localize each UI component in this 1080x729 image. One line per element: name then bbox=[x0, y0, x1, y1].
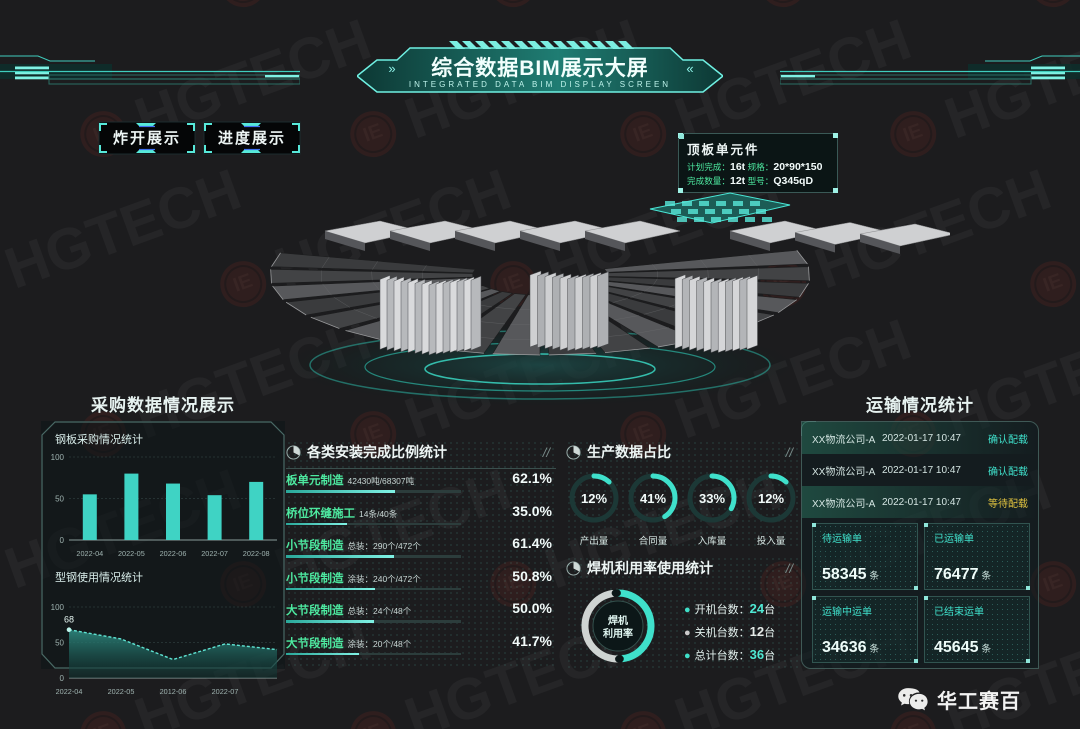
svg-text:焊机: 焊机 bbox=[608, 614, 628, 627]
svg-text:2022-04: 2022-04 bbox=[56, 687, 83, 696]
svg-text:2022-07: 2022-07 bbox=[212, 687, 239, 696]
svg-text:2022-05: 2022-05 bbox=[108, 687, 135, 696]
svg-text:炸开展示: 炸开展示 bbox=[113, 129, 181, 147]
svg-text:100: 100 bbox=[51, 603, 65, 612]
svg-text:0: 0 bbox=[60, 536, 65, 545]
svg-text:利用率: 利用率 bbox=[603, 627, 633, 640]
svg-text:2022-07: 2022-07 bbox=[201, 549, 228, 558]
svg-text:0: 0 bbox=[60, 674, 65, 683]
svg-text:12%: 12% bbox=[758, 491, 784, 506]
svg-text:2022-06: 2022-06 bbox=[160, 549, 187, 558]
svg-text:68: 68 bbox=[64, 615, 74, 625]
svg-text:33%: 33% bbox=[699, 491, 725, 506]
svg-text:50: 50 bbox=[55, 495, 64, 504]
svg-text:100: 100 bbox=[51, 453, 65, 462]
svg-text:»: » bbox=[388, 61, 395, 76]
svg-text:50: 50 bbox=[55, 639, 64, 648]
svg-text:2022-05: 2022-05 bbox=[118, 549, 145, 558]
svg-text:2022-08: 2022-08 bbox=[243, 549, 270, 558]
svg-text:综合数据BIM展示大屏: 综合数据BIM展示大屏 bbox=[431, 56, 649, 80]
svg-text:«: « bbox=[686, 61, 693, 76]
svg-text:INTEGRATED DATA BIM DISPLAY SC: INTEGRATED DATA BIM DISPLAY SCREEN bbox=[409, 80, 671, 89]
svg-text:41%: 41% bbox=[640, 491, 666, 506]
svg-text:2012-06: 2012-06 bbox=[160, 687, 187, 696]
svg-text:12%: 12% bbox=[581, 491, 607, 506]
svg-text:2022-04: 2022-04 bbox=[76, 549, 103, 558]
svg-text:进度展示: 进度展示 bbox=[218, 129, 286, 147]
